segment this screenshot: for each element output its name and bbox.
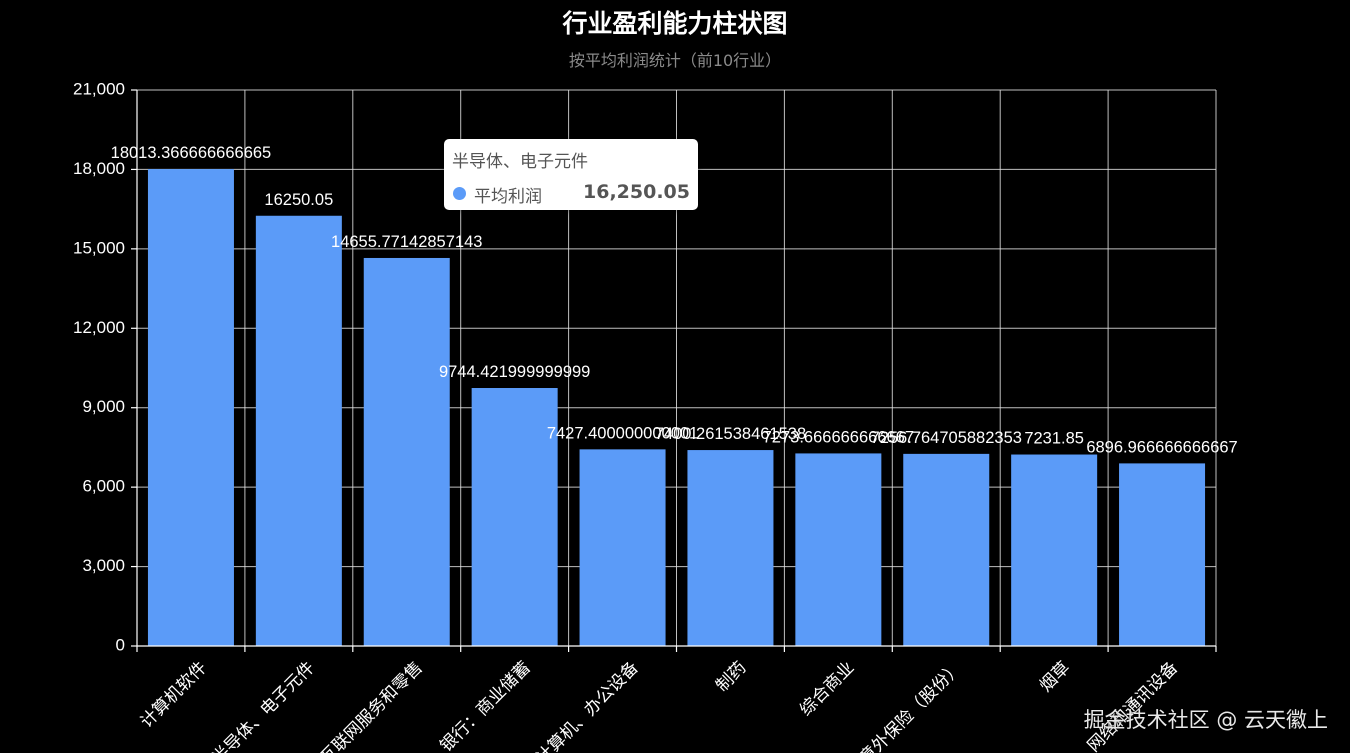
axes <box>131 89 1217 652</box>
bar[interactable] <box>255 215 342 647</box>
x-tick-label: 制药 <box>712 658 750 696</box>
data-labels: 18013.366666666665 16250.05 14655.77142857… <box>111 144 1238 456</box>
x-tick-label: 烟草 <box>1036 658 1074 696</box>
data-label: 7256.764705882353 <box>871 429 1022 447</box>
bar[interactable] <box>147 169 234 646</box>
data-label: 18013.366666666665 <box>111 144 272 162</box>
bar[interactable] <box>1119 463 1206 646</box>
x-tick-label: 计算机软件 <box>137 658 211 732</box>
watermark: 掘金技术社区 @ 云天徽上 <box>1083 708 1328 732</box>
x-tick-label: 计算机、办公设备 <box>532 658 642 753</box>
y-tick-label: 9,000 <box>82 397 125 416</box>
x-tick-label: 银行：商业储蓄 <box>436 658 534 753</box>
bar[interactable] <box>687 450 774 646</box>
y-tick-label: 12,000 <box>73 318 125 337</box>
x-tick-label: 互联网服务和零售 <box>316 658 426 753</box>
data-label: 7400.261538461538 <box>655 425 806 443</box>
tooltip: 半导体、电子元件 平均利润 16,250.05 <box>444 139 698 210</box>
x-tick-label: 综合商业 <box>796 658 858 720</box>
bar[interactable] <box>579 449 666 646</box>
y-tick-label: 15,000 <box>73 238 125 257</box>
bar[interactable] <box>1011 454 1098 646</box>
chart-title: 行业盈利能力柱状图 <box>562 9 788 38</box>
tooltip-series-marker <box>453 187 466 200</box>
tooltip-value: 16,250.05 <box>583 181 690 203</box>
bar[interactable] <box>471 388 558 646</box>
tooltip-series-name: 平均利润 <box>474 187 542 207</box>
x-tick-label: 半导体、电子元件 <box>209 658 319 753</box>
y-tick-label: 3,000 <box>82 556 125 575</box>
data-label: 16250.05 <box>264 191 333 209</box>
bar[interactable] <box>363 257 450 646</box>
x-tick-label: 意外保险（股份） <box>856 658 966 753</box>
bars <box>147 169 1206 647</box>
y-axis-tick-labels: 0 3,000 6,000 9,000 12,000 15,000 18,000 21,000 <box>73 79 125 654</box>
bar[interactable] <box>795 453 882 646</box>
y-tick-label: 6,000 <box>82 477 125 496</box>
tooltip-title: 半导体、电子元件 <box>452 152 588 172</box>
y-tick-label: 21,000 <box>73 79 125 98</box>
y-tick-label: 18,000 <box>73 159 125 178</box>
bar[interactable] <box>903 453 990 646</box>
data-label: 7427.400000000001 <box>547 424 698 442</box>
data-label: 7231.85 <box>1024 430 1084 448</box>
data-label: 14655.77142857143 <box>331 233 482 251</box>
data-label: 6896.966666666667 <box>1086 438 1237 456</box>
y-tick-label: 0 <box>116 635 125 654</box>
chart-subtitle: 按平均利润统计（前10行业） <box>568 51 782 70</box>
data-label: 7273.666666666667 <box>763 428 914 446</box>
data-label: 9744.421999999999 <box>439 363 590 381</box>
